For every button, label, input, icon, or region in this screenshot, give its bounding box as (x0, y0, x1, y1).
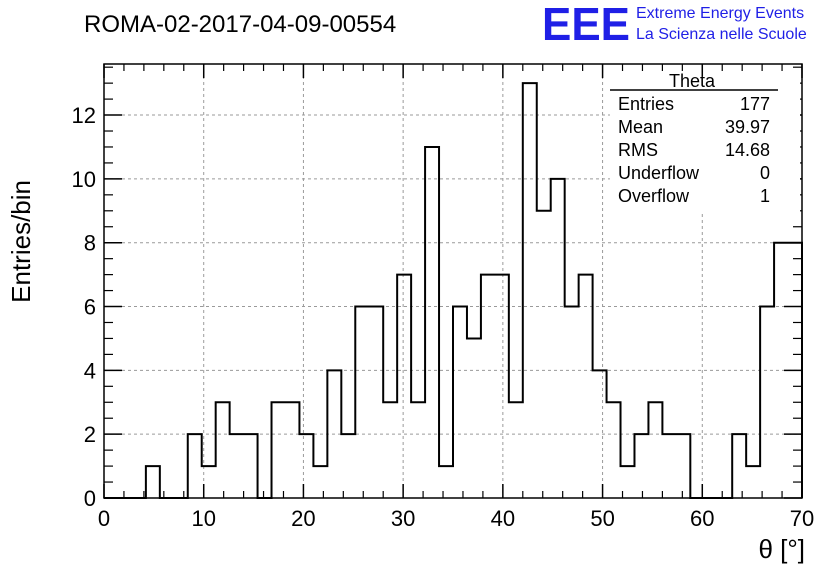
stat-label-mean: Mean (618, 117, 663, 137)
y-tick-label: 6 (84, 295, 96, 320)
chart-title: ROMA-02-2017-04-09-00554 (84, 11, 396, 38)
stats-box: Theta Entries 177 Mean 39.97 RMS 14.68 U… (610, 71, 800, 212)
stat-value-mean: 39.97 (725, 117, 770, 137)
eee-logo: EEE Extreme Energy Events La Scienza nel… (542, 0, 807, 50)
x-tick-label: 10 (191, 506, 215, 531)
plot-frame (103, 63, 803, 499)
stat-label-rms: RMS (618, 140, 658, 160)
y-tick-label: 12 (72, 103, 96, 128)
x-tick-label: 40 (491, 506, 515, 531)
x-tick-label: 50 (590, 506, 614, 531)
x-tick-label: 70 (790, 506, 814, 531)
x-tick-label: 60 (690, 506, 714, 531)
logo-mark: EEE (542, 0, 630, 50)
stat-label-overflow: Overflow (618, 186, 690, 206)
stat-label-entries: Entries (618, 94, 674, 114)
stat-label-underflow: Underflow (618, 163, 700, 183)
x-tick-label: 0 (98, 506, 110, 531)
x-tick-label: 20 (291, 506, 315, 531)
logo-line1: Extreme Energy Events (636, 5, 804, 22)
stat-value-entries: 177 (740, 94, 770, 114)
logo-line2: La Scienza nelle Scuole (636, 26, 807, 43)
y-tick-label: 2 (84, 422, 96, 447)
y-tick-label: 10 (72, 167, 96, 192)
histogram-outline (104, 82, 803, 499)
y-tick-labels: 0 2 4 6 8 10 12 (72, 103, 96, 511)
stat-value-rms: 14.68 (725, 140, 770, 160)
y-tick-label: 0 (84, 486, 96, 511)
x-tick-labels: 0 10 20 30 40 50 60 70 (98, 506, 814, 531)
stat-value-underflow: 0 (760, 163, 770, 183)
y-tick-label: 4 (84, 358, 96, 383)
y-tick-label: 8 (84, 231, 96, 256)
y-axis-title: Entries/bin (6, 180, 36, 303)
stats-title: Theta (669, 71, 716, 91)
x-tick-label: 30 (391, 506, 415, 531)
stat-value-overflow: 1 (760, 186, 770, 206)
stats-box-bg (610, 76, 800, 212)
x-axis-title: θ [°] (758, 534, 805, 564)
